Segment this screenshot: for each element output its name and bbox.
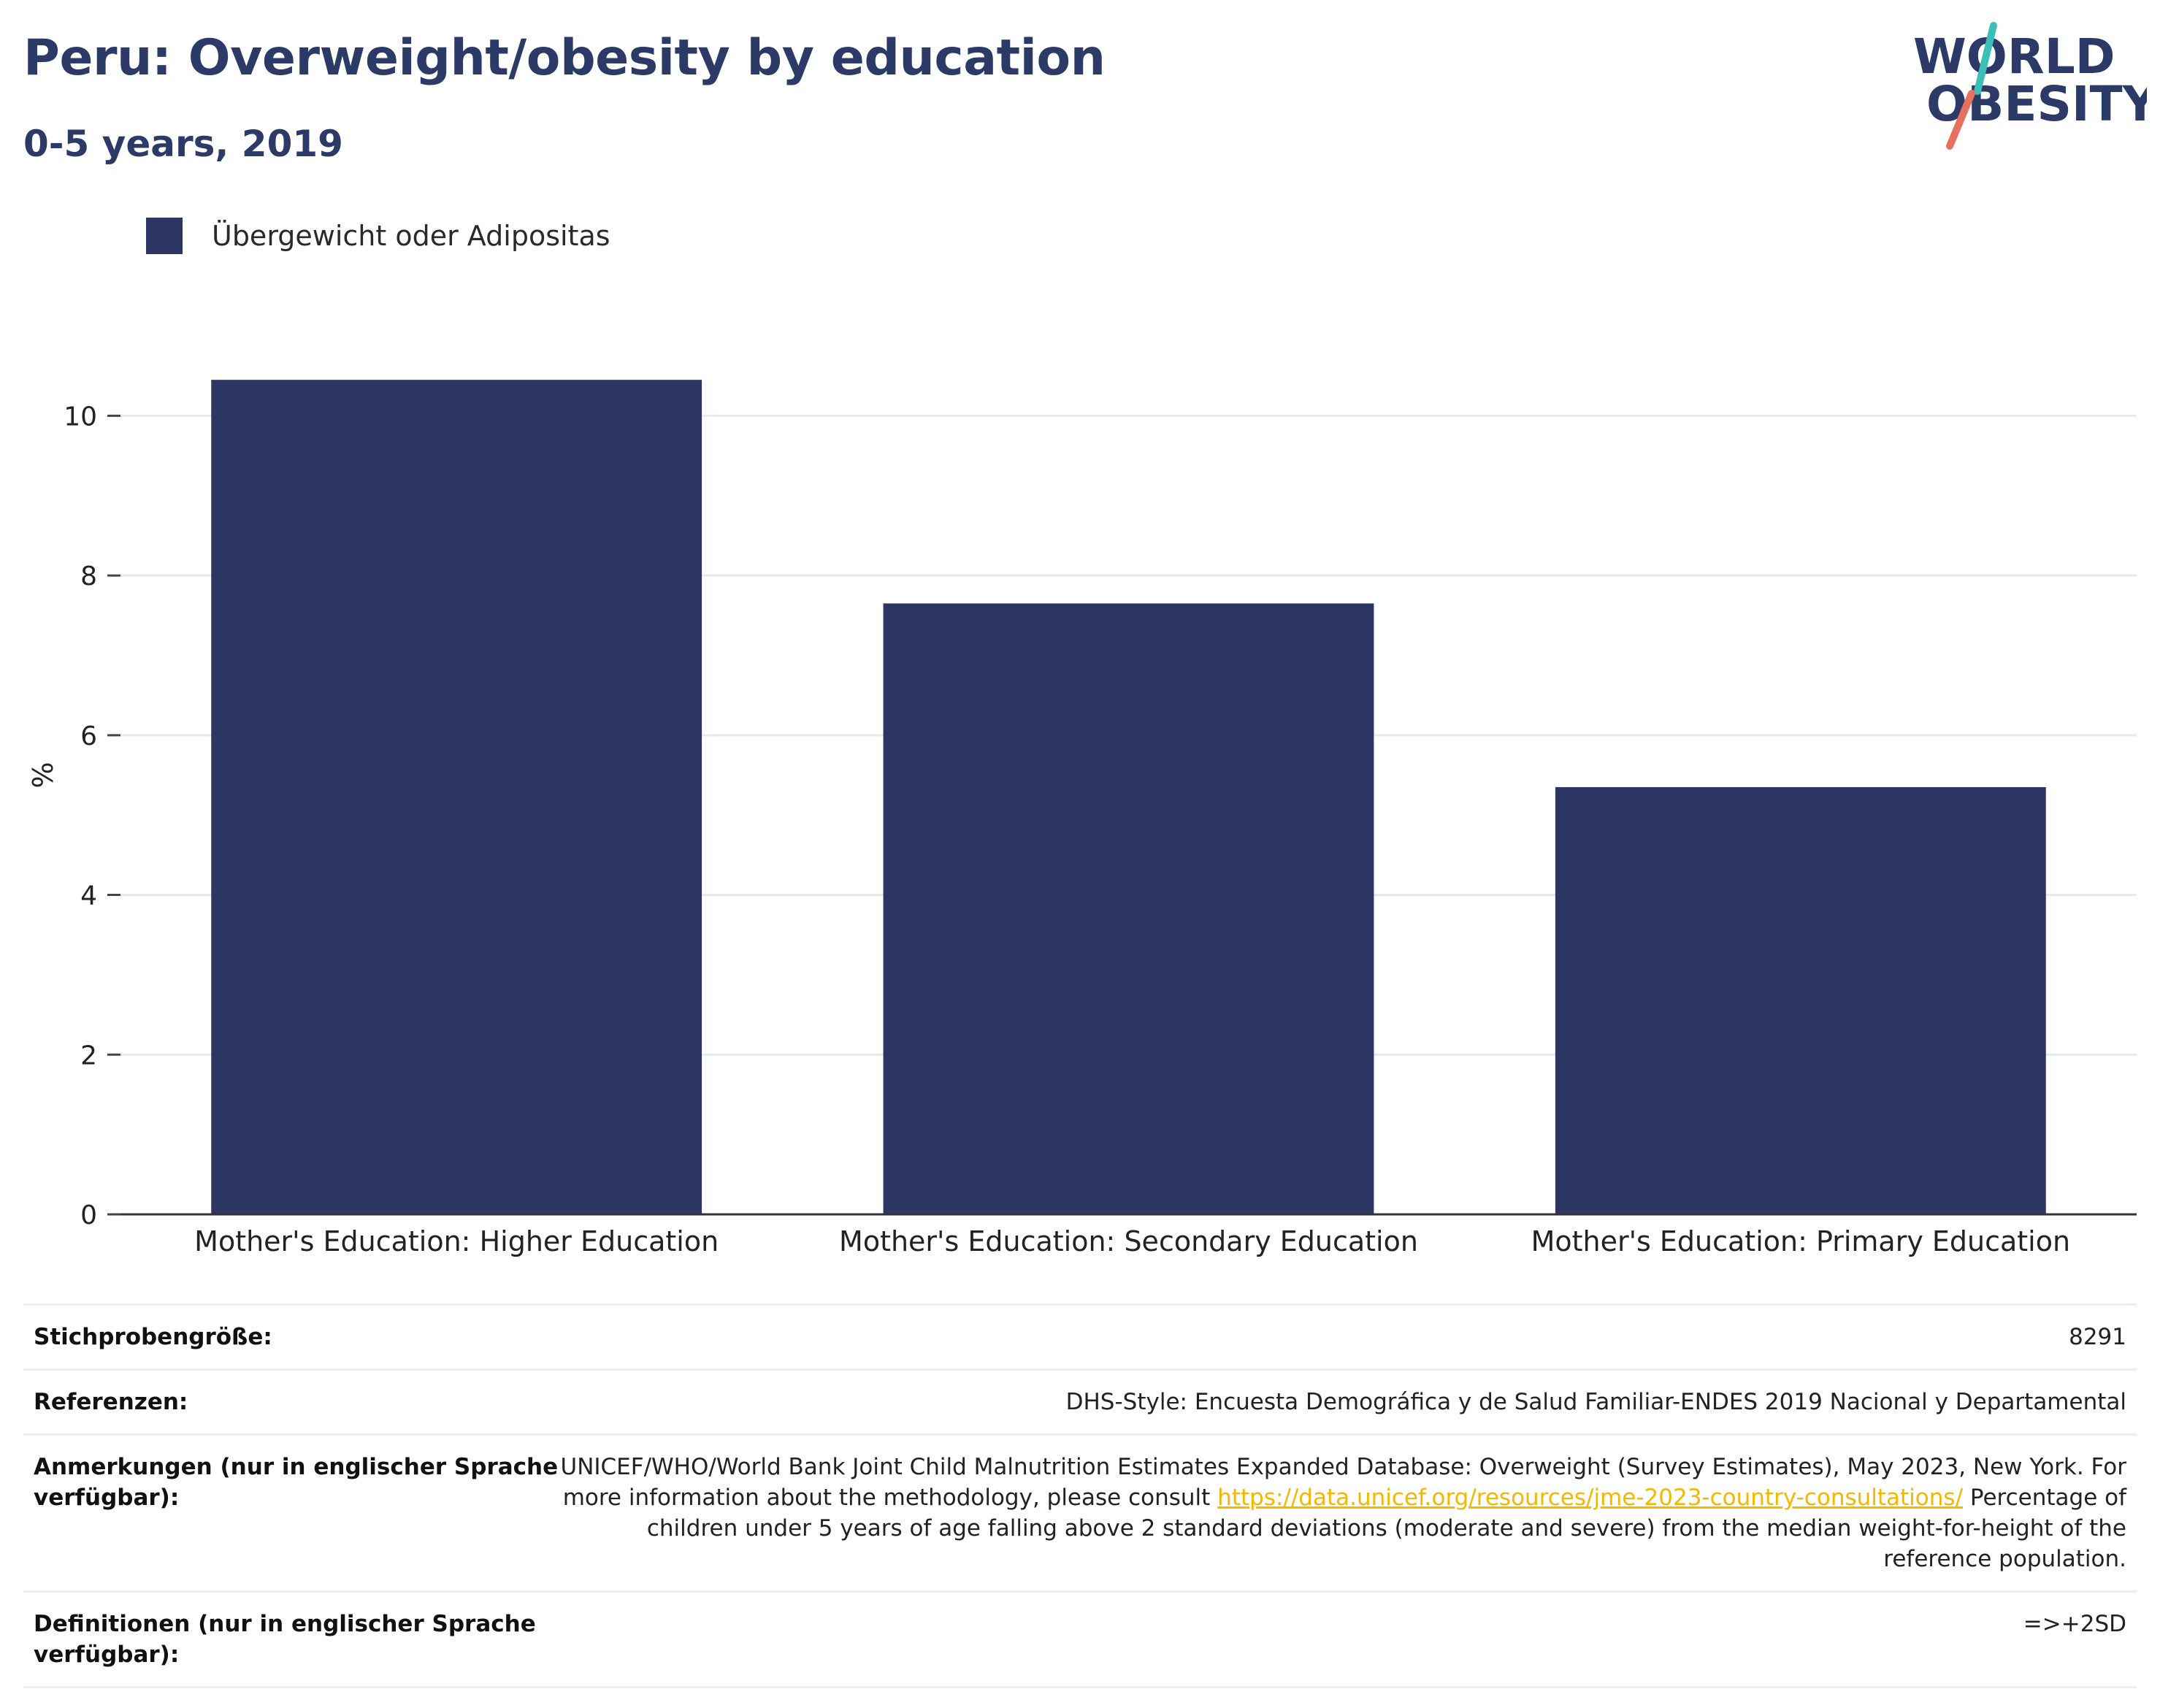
y-axis-label: % [27,762,59,788]
logo-line1: WORLD [1913,28,2115,85]
x-tick-label: Mother's Education: Secondary Education [839,1225,1418,1257]
references-label: Referenzen: [34,1389,188,1415]
y-tick-label: 10 [64,402,97,432]
legend-swatch [146,218,183,254]
y-tick-label: 2 [80,1041,97,1071]
bar-chart: 0 2 4 6 8 10% Mother's Education: Higher Educa… [27,380,2137,1257]
info-table: Stichprobengröße: 8291 Referenzen: DHS-S… [23,1303,2137,1688]
page-title: Peru: Overweight/obesity by education [23,29,1106,87]
bar [883,603,1374,1214]
sample-size-value: 8291 [2069,1324,2126,1350]
chart-legend[interactable]: Übergewicht oder Adipositas [146,218,610,254]
notes-link[interactable]: https://data.unicef.org/resources/jme-20… [1217,1485,1964,1511]
notes-text-part1: UNICEF/WHO/World Bank Joint Child Malnut… [560,1454,2127,1511]
notes-text-part2: Percentage of children under 5 years of … [646,1485,2126,1572]
info-row-notes: Anmerkungen (nur in englischer Sprache v… [23,1433,2137,1590]
definitions-value: =>+2SD [2023,1611,2126,1637]
y-tick-label: 4 [80,881,97,911]
references-value: DHS-Style: Encuesta Demográfica y de Sal… [1065,1389,2126,1415]
y-tick-label: 8 [80,562,97,591]
y-tick-label: 6 [80,721,97,751]
page-subtitle: 0-5 years, 2019 [23,123,343,165]
definitions-label: Definitionen (nur in englischer Sprache … [34,1611,536,1668]
sample-size-label: Stichprobengröße: [34,1324,272,1350]
info-row-definitions: Definitionen (nur in englischer Sprache … [23,1590,2137,1688]
x-tick-label: Mother's Education: Primary Education [1531,1225,2071,1257]
logo-coral-slash [1946,90,1975,150]
world-obesity-logo: WORLD OBESITY [1913,22,2147,150]
bar [1555,786,2046,1214]
y-tick-label: 0 [80,1200,97,1230]
info-row-references: Referenzen: DHS-Style: Encuesta Demográf… [23,1368,2137,1433]
bar [211,380,702,1214]
x-tick-label: Mother's Education: Higher Education [194,1225,719,1257]
legend-label: Übergewicht oder Adipositas [212,220,610,252]
info-row-sample: Stichprobengröße: 8291 [23,1303,2137,1368]
notes-label: Anmerkungen (nur in englischer Sprache v… [34,1454,559,1511]
logo-teal-slash [1974,22,1997,95]
notes-value: UNICEF/WHO/World Bank Joint Child Malnut… [559,1452,2127,1574]
